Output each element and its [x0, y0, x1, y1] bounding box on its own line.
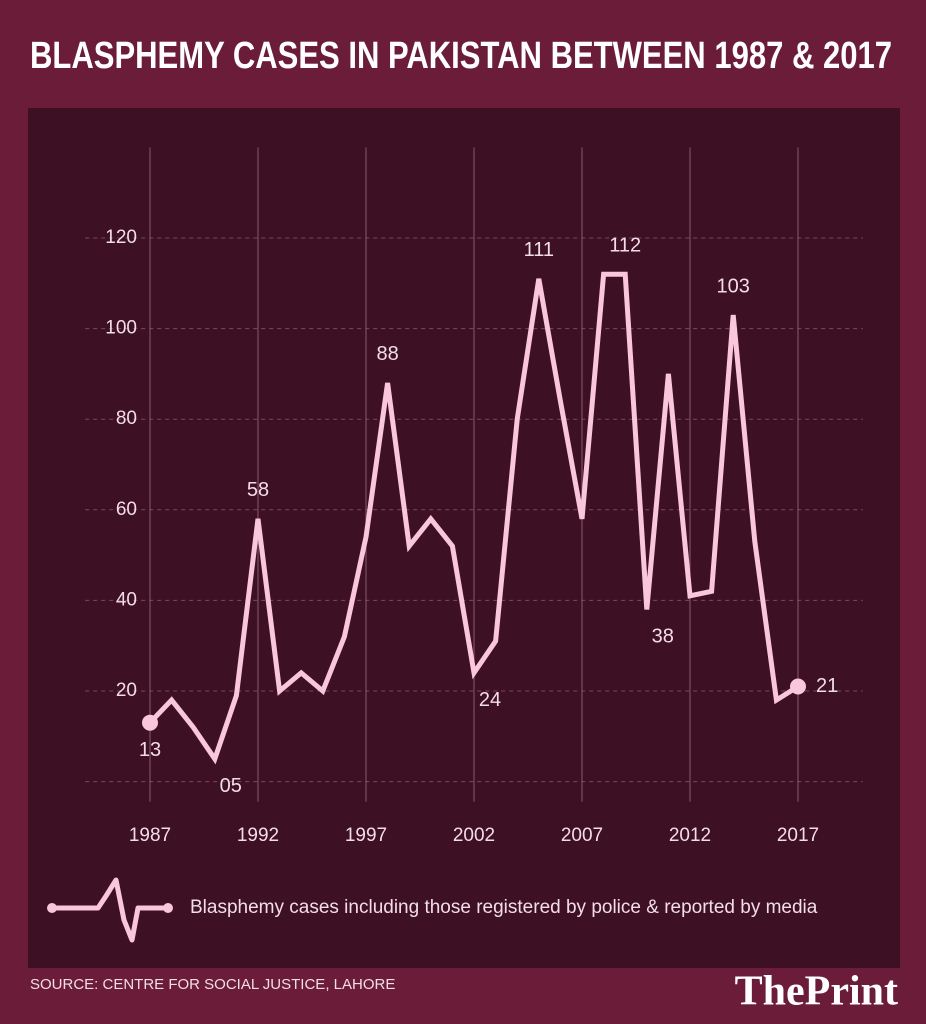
y-tick-label: 20 [116, 680, 137, 701]
legend-dot [163, 903, 173, 913]
x-tick-label: 1992 [237, 825, 279, 846]
data-label: 112 [609, 235, 641, 257]
data-label: 13 [139, 739, 161, 761]
end-marker [790, 678, 806, 695]
data-label: 88 [376, 343, 398, 365]
x-tick-label: 1997 [345, 825, 387, 846]
legend: Blasphemy cases including those register… [47, 877, 818, 943]
y-tick-label: 120 [105, 227, 137, 248]
data-label: 21 [816, 675, 838, 697]
data-label: 24 [479, 689, 501, 711]
x-tick-label: 2002 [453, 825, 495, 846]
y-tick-label: 60 [116, 499, 137, 520]
data-label: 05 [220, 775, 242, 797]
brand-logo: ThePrint [735, 969, 898, 1015]
chart-title: BLASPHEMY CASES IN PAKISTAN BETWEEN 1987… [30, 35, 892, 77]
source: SOURCE: CENTRE FOR SOCIAL JUSTICE, LAHOR… [30, 976, 395, 993]
data-label: 58 [247, 479, 269, 501]
legend-icon [52, 877, 168, 943]
y-tick-label: 40 [116, 589, 137, 610]
legend-dot [47, 903, 57, 913]
data-line [148, 271, 800, 765]
data-label: 103 [717, 275, 750, 297]
data-label: 111 [524, 239, 554, 261]
end-marker [142, 714, 158, 731]
x-tick-label: 1987 [129, 825, 171, 846]
x-tick-label: 2012 [669, 825, 711, 846]
x-tick-label: 2007 [561, 825, 603, 846]
y-tick-label: 100 [105, 318, 137, 339]
y-tick-label: 80 [116, 408, 137, 429]
x-tick-label: 2017 [777, 825, 819, 846]
data-label: 38 [652, 626, 674, 648]
legend-label: Blasphemy cases including those register… [190, 897, 818, 918]
